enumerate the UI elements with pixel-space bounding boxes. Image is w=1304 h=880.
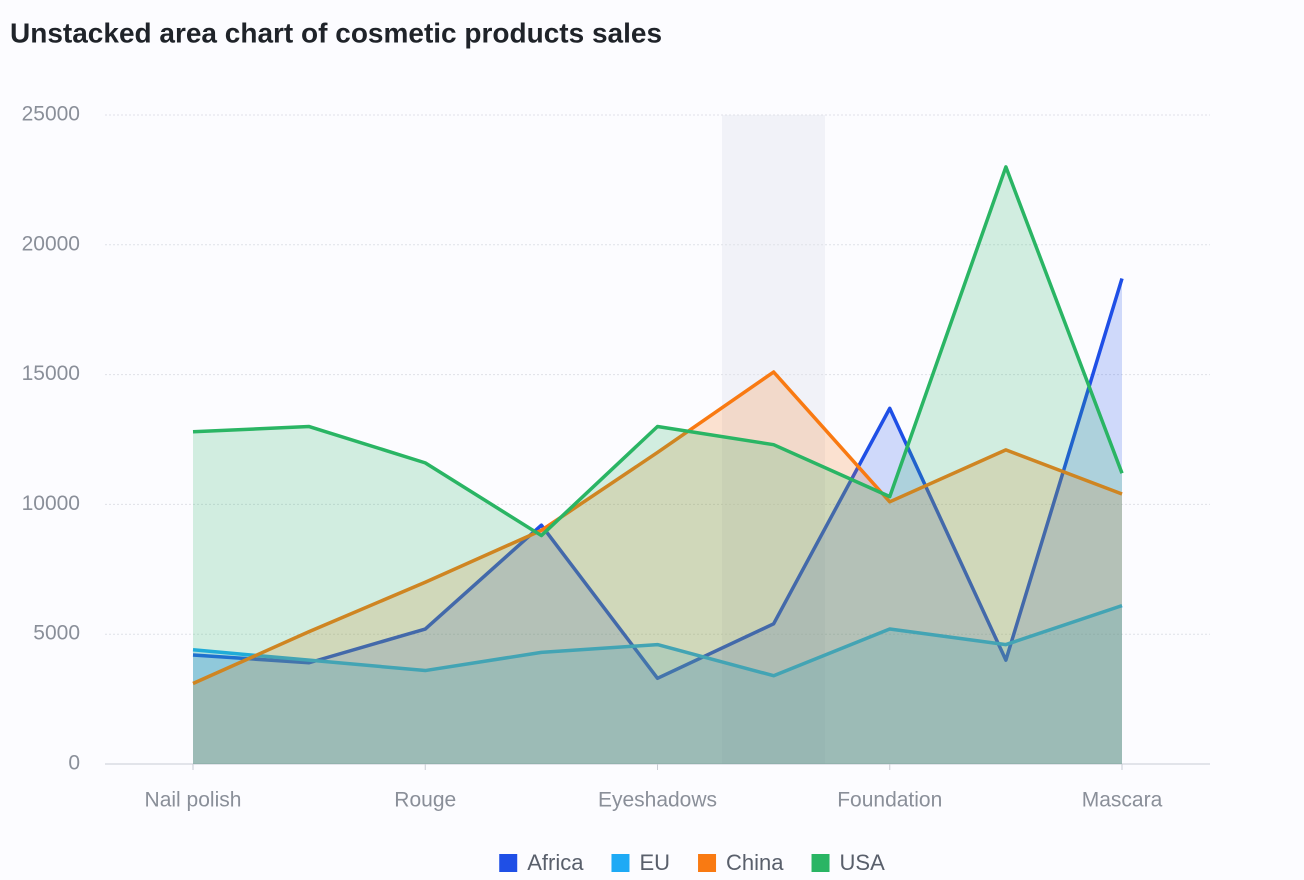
area [193,372,1122,764]
line [192,370,1123,686]
legend-label: Africa [527,850,584,875]
y-tick-label: 0 [68,752,80,775]
legend-label: China [726,850,784,875]
x-tick-label: Rouge [394,789,456,812]
x-tick-label: Nail polish [145,789,242,812]
x-tick-label: Eyeshadows [598,789,717,812]
legend-swatch [611,854,630,872]
line [192,278,1124,681]
legend-label: EU [639,850,670,875]
legend-label: USA [840,850,886,875]
chart-title: Unstacked area chart of cosmetic product… [10,17,662,48]
line [192,603,1123,678]
legend-swatch [811,854,830,872]
area [193,605,1122,764]
y-tick-label: 20000 [22,232,80,255]
x-tick-label: Mascara [1082,789,1163,812]
y-tick-label: 25000 [22,103,80,126]
line [192,165,1124,538]
x-tick-label: Foundation [837,789,942,812]
area [193,278,1122,764]
legend-swatch [698,854,717,872]
area [193,166,1122,765]
y-tick-label: 5000 [33,622,80,645]
y-tick-label: 10000 [22,492,80,515]
legend-swatch [499,854,518,872]
y-tick-label: 15000 [22,362,80,385]
